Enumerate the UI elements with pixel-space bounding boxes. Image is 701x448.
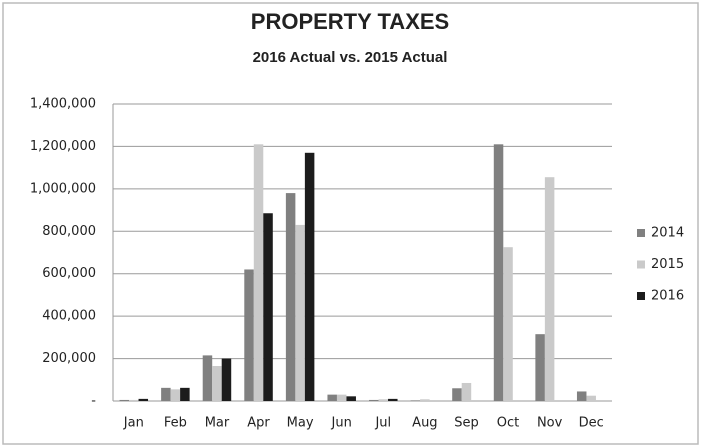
x-tick-label: Apr <box>247 416 270 431</box>
y-tick-label: 1,200,000 <box>30 139 96 154</box>
bar <box>493 144 504 402</box>
legend-swatch <box>637 229 645 237</box>
bar <box>410 400 421 401</box>
bar <box>212 365 222 401</box>
bar <box>503 247 513 401</box>
bar <box>170 389 181 401</box>
bar <box>336 394 347 401</box>
bar <box>304 152 315 401</box>
y-tick-label: 1,400,000 <box>30 97 96 112</box>
bar <box>180 387 190 401</box>
bar <box>244 269 254 401</box>
x-tick-label: Jul <box>374 416 391 431</box>
bar <box>129 399 139 401</box>
x-tick-label: Feb <box>164 416 187 431</box>
bar <box>346 396 356 401</box>
y-tick-label: 200,000 <box>42 351 96 366</box>
x-tick-label: Sep <box>454 416 479 431</box>
bar <box>378 399 389 401</box>
bar <box>544 177 555 401</box>
legend-label: 2014 <box>651 226 684 241</box>
chart-title: PROPERTY TAXES <box>251 9 449 34</box>
bar <box>119 399 130 401</box>
bar <box>452 388 462 401</box>
y-tick-label: 800,000 <box>42 224 96 239</box>
chart-subtitle: 2016 Actual vs. 2015 Actual <box>253 49 448 66</box>
bar <box>461 382 472 401</box>
bar <box>202 355 213 401</box>
x-tick-label: Jun <box>331 416 352 431</box>
bar <box>388 398 398 401</box>
x-tick-label: Mar <box>205 416 230 431</box>
x-tick-label: Jan <box>123 416 144 431</box>
legend-swatch <box>637 292 645 300</box>
bar <box>327 394 337 401</box>
y-tick-label: 600,000 <box>42 266 96 281</box>
bar <box>138 398 149 401</box>
y-tick-label: - <box>91 394 96 409</box>
legend-label: 2015 <box>651 257 684 272</box>
bar <box>253 144 264 402</box>
bar <box>586 395 596 401</box>
bar <box>576 391 587 401</box>
bar <box>420 399 430 401</box>
bar <box>285 193 296 401</box>
legend-label: 2016 <box>651 289 684 304</box>
x-tick-label: Oct <box>497 416 519 431</box>
bar <box>535 334 545 401</box>
x-tick-label: Nov <box>537 416 563 431</box>
x-tick-label: Dec <box>579 416 604 431</box>
bar <box>295 224 305 401</box>
legend-swatch <box>637 260 645 269</box>
bar <box>369 399 379 401</box>
bar <box>263 213 273 401</box>
x-tick-label: May <box>287 416 314 431</box>
y-tick-label: 1,000,000 <box>30 181 96 196</box>
x-tick-label: Aug <box>412 416 437 431</box>
y-tick-label: 400,000 <box>42 309 96 324</box>
bar <box>161 387 171 401</box>
bar <box>221 358 232 401</box>
